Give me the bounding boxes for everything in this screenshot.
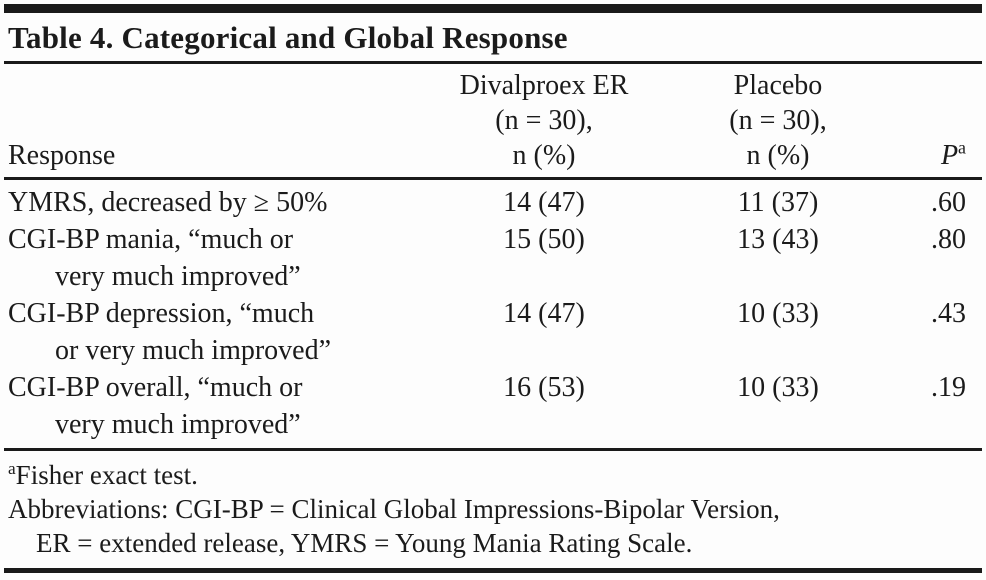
response-cell: CGI-BP depression, “much or very much im… (8, 298, 332, 366)
column-header-divalproex-line: n (%) (512, 140, 576, 171)
table-title: Table 4. Categorical and Global Response (8, 20, 568, 55)
footnote-marker: a (8, 459, 16, 478)
column-header-placebo-line: n (%) (746, 140, 810, 171)
table-row: CGI-BP depression, “much or very much im… (8, 295, 974, 369)
footnote-fisher-text: Fisher exact test. (15, 460, 198, 490)
response-cell: CGI-BP overall, “much or very much impro… (8, 372, 303, 440)
table-row: YMRS, decreased by ≥ 50% 14 (47) 11 (37)… (8, 184, 974, 221)
column-header-response: Response (8, 140, 116, 171)
footnote-abbreviations-line: Abbreviations: CGI-BP = Clinical Global … (8, 494, 780, 524)
p-value-cell: .60 (931, 187, 966, 218)
table-row: CGI-BP overall, “much or very much impro… (8, 369, 974, 443)
footnote-fisher: aFisher exact test. (8, 458, 978, 492)
divalproex-cell: 16 (53) (503, 372, 585, 403)
divalproex-cell: 15 (50) (503, 224, 585, 255)
divalproex-cell: 14 (47) (503, 187, 585, 218)
placebo-cell: 11 (37) (737, 187, 819, 218)
p-value-cell: .43 (931, 298, 966, 329)
divalproex-cell: 14 (47) (503, 298, 585, 329)
p-value-footnote-marker: a (958, 137, 966, 158)
column-header-placebo: Placebo (n = 30), n (%) (668, 68, 888, 173)
column-header-placebo-line: (n = 30), (729, 105, 827, 136)
footnotes: aFisher exact test. Abbreviations: CGI-B… (0, 451, 986, 560)
placebo-cell: 10 (33) (737, 372, 819, 403)
column-header-p-value: Pa (888, 138, 966, 173)
table-row: CGI-BP mania, “much or very much improve… (8, 221, 974, 295)
title-divider-rule (4, 61, 982, 64)
response-cell: YMRS, decreased by ≥ 50% (8, 187, 328, 218)
response-cell: CGI-BP mania, “much or very much improve… (8, 224, 301, 292)
placebo-cell: 13 (43) (737, 224, 819, 255)
bottom-rule (4, 568, 982, 573)
footnote-divider-rule (4, 448, 982, 451)
p-value-cell: .80 (931, 224, 966, 255)
table-body: YMRS, decreased by ≥ 50% 14 (47) 11 (37)… (0, 180, 986, 448)
column-header-placebo-line: Placebo (733, 70, 823, 101)
column-header-divalproex-line: Divalproex ER (459, 70, 629, 101)
footnote-abbreviations: Abbreviations: CGI-BP = Clinical Global … (8, 492, 978, 560)
placebo-cell: 10 (33) (737, 298, 819, 329)
table-header-row: Response Divalproex ER (n = 30), n (%) P… (0, 64, 986, 177)
p-value-cell: .19 (931, 372, 966, 403)
p-value-label: P (940, 140, 959, 171)
header-divider-rule (4, 177, 982, 180)
top-rule (4, 4, 982, 13)
column-header-divalproex: Divalproex ER (n = 30), n (%) (420, 68, 668, 173)
column-header-divalproex-line: (n = 30), (495, 105, 593, 136)
footnote-abbreviations-line: ER = extended release, YMRS = Young Mani… (36, 528, 693, 558)
